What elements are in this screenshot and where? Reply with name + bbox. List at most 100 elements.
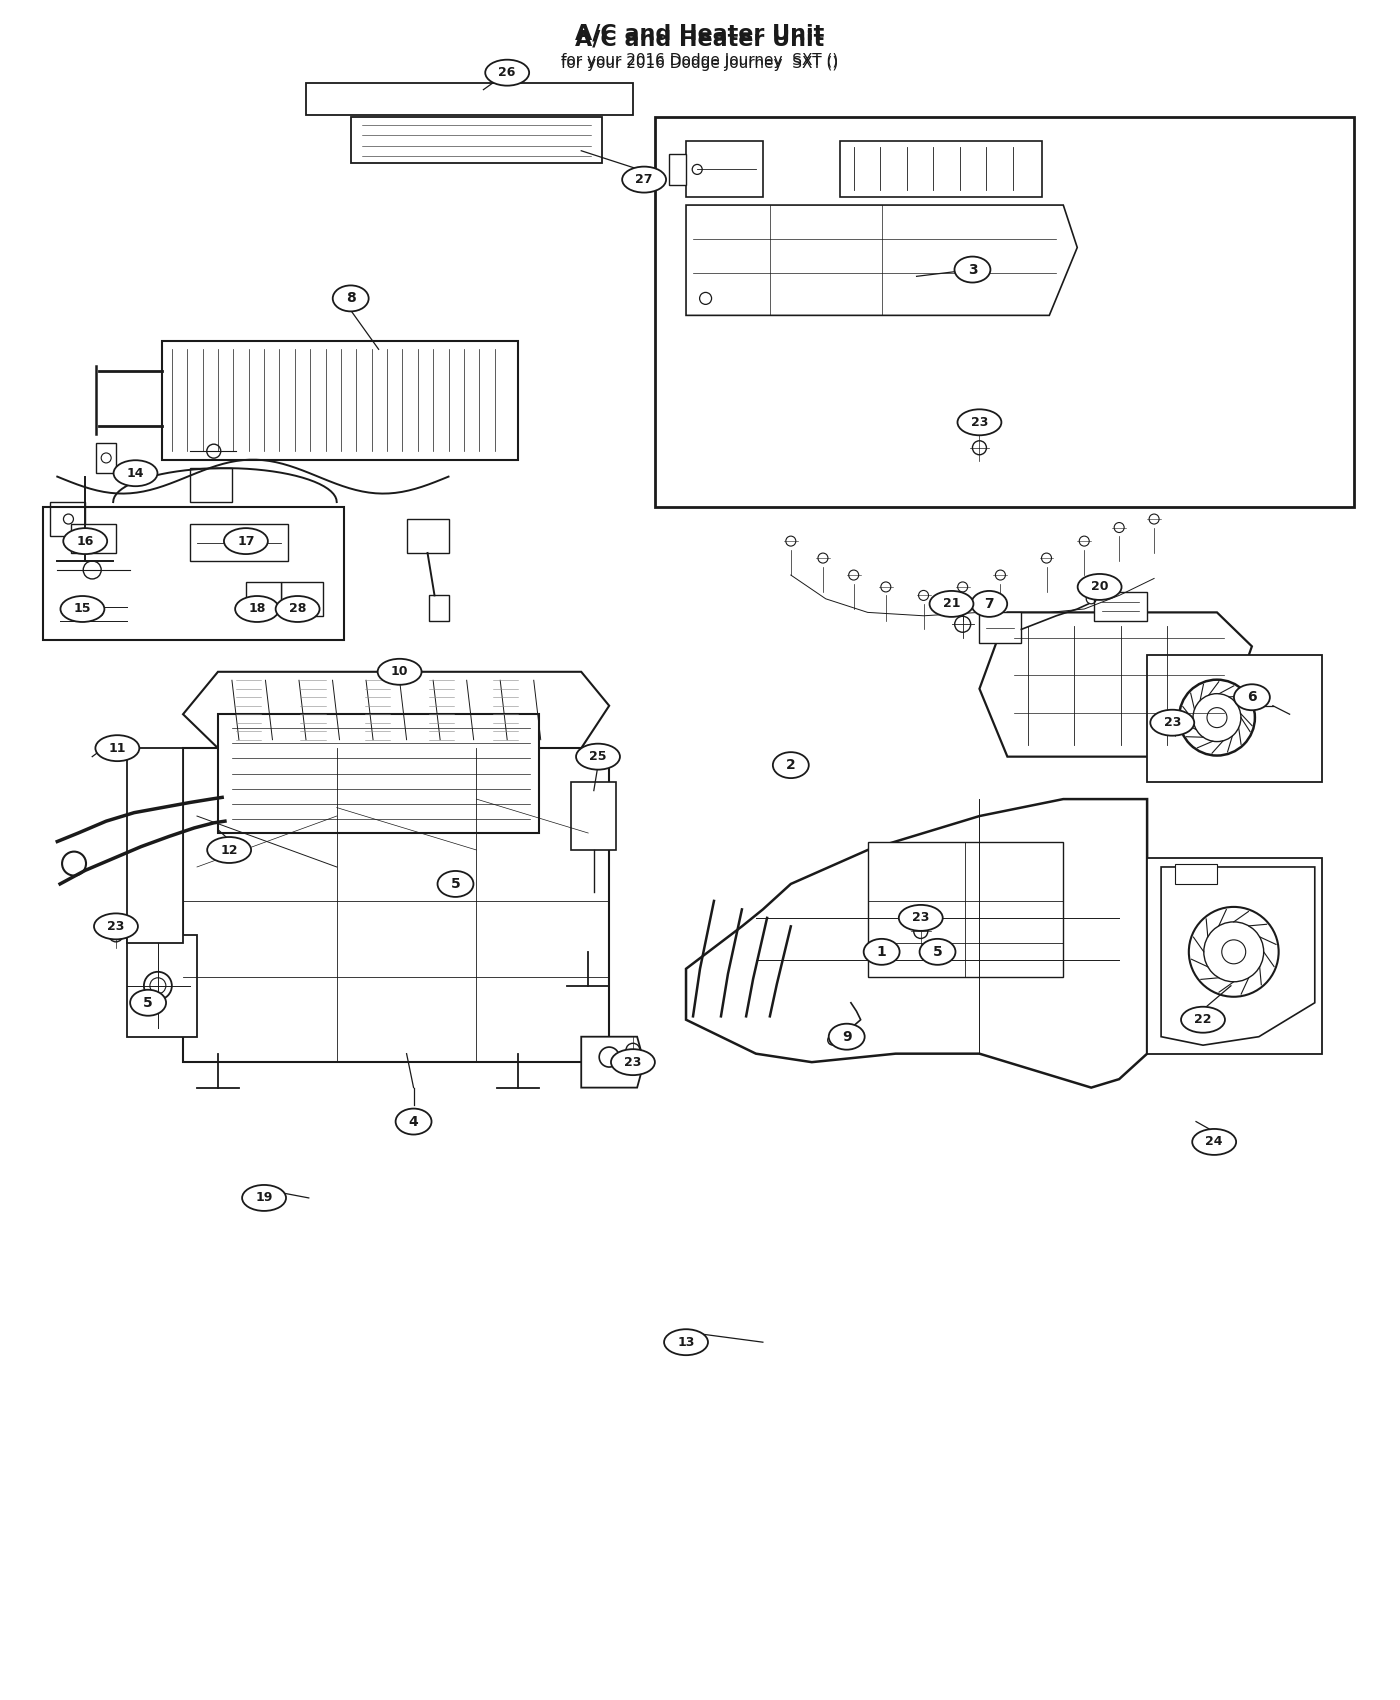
- Ellipse shape: [664, 1329, 708, 1355]
- Polygon shape: [350, 117, 602, 163]
- Polygon shape: [97, 442, 116, 473]
- Text: 23: 23: [970, 416, 988, 428]
- Text: 20: 20: [1091, 580, 1109, 593]
- Text: for your 2016 Dodge Journey  SXT (): for your 2016 Dodge Journey SXT (): [561, 53, 839, 68]
- Ellipse shape: [94, 913, 139, 940]
- Ellipse shape: [378, 660, 421, 685]
- Text: 14: 14: [127, 468, 144, 479]
- Polygon shape: [218, 714, 539, 833]
- Ellipse shape: [610, 1049, 655, 1074]
- Text: 11: 11: [109, 741, 126, 755]
- Text: 23: 23: [624, 1056, 641, 1069]
- Ellipse shape: [242, 1185, 286, 1210]
- Ellipse shape: [130, 989, 167, 1015]
- Text: 15: 15: [74, 602, 91, 615]
- Ellipse shape: [207, 836, 251, 864]
- Ellipse shape: [622, 167, 666, 192]
- Ellipse shape: [333, 286, 368, 311]
- Ellipse shape: [438, 870, 473, 898]
- Polygon shape: [190, 524, 288, 561]
- Text: 5: 5: [143, 996, 153, 1010]
- Polygon shape: [183, 748, 609, 1062]
- Text: A/C and Heater Unit: A/C and Heater Unit: [575, 29, 825, 49]
- Polygon shape: [127, 748, 183, 944]
- Ellipse shape: [113, 461, 157, 486]
- Polygon shape: [581, 1037, 644, 1088]
- Polygon shape: [980, 612, 1022, 643]
- Ellipse shape: [930, 592, 973, 617]
- Text: 10: 10: [391, 665, 409, 678]
- Polygon shape: [686, 141, 763, 197]
- Polygon shape: [686, 206, 1077, 316]
- Text: 4: 4: [409, 1115, 419, 1129]
- Polygon shape: [669, 155, 686, 185]
- Text: 24: 24: [1205, 1136, 1224, 1149]
- Ellipse shape: [955, 257, 990, 282]
- Ellipse shape: [864, 938, 900, 966]
- Ellipse shape: [1078, 575, 1121, 600]
- Text: 27: 27: [636, 173, 652, 185]
- Ellipse shape: [972, 592, 1007, 617]
- Text: A/C and Heater Unit: A/C and Heater Unit: [575, 24, 825, 44]
- Text: 16: 16: [77, 534, 94, 547]
- Polygon shape: [162, 340, 518, 459]
- Polygon shape: [1093, 592, 1147, 620]
- Text: 2: 2: [785, 758, 795, 772]
- Ellipse shape: [958, 410, 1001, 435]
- Text: 7: 7: [984, 597, 994, 610]
- Polygon shape: [71, 524, 116, 552]
- Polygon shape: [1161, 867, 1315, 1046]
- Ellipse shape: [829, 1023, 865, 1049]
- Ellipse shape: [95, 734, 140, 762]
- Ellipse shape: [920, 938, 955, 966]
- Text: 17: 17: [237, 534, 255, 547]
- Ellipse shape: [773, 751, 809, 779]
- Polygon shape: [127, 935, 197, 1037]
- Ellipse shape: [575, 743, 620, 770]
- Polygon shape: [840, 141, 1043, 197]
- Polygon shape: [980, 612, 1252, 756]
- Text: 21: 21: [942, 597, 960, 610]
- Ellipse shape: [486, 60, 529, 85]
- Ellipse shape: [396, 1108, 431, 1134]
- Text: 12: 12: [220, 843, 238, 857]
- Ellipse shape: [1193, 1129, 1236, 1154]
- Text: 5: 5: [932, 945, 942, 959]
- Polygon shape: [307, 83, 633, 116]
- Polygon shape: [183, 672, 609, 748]
- Polygon shape: [190, 468, 232, 502]
- Text: 6: 6: [1247, 690, 1257, 704]
- Polygon shape: [571, 782, 616, 850]
- Polygon shape: [1147, 654, 1322, 782]
- Text: 9: 9: [841, 1030, 851, 1044]
- Text: 28: 28: [288, 602, 307, 615]
- Polygon shape: [428, 595, 448, 620]
- Polygon shape: [686, 799, 1147, 1088]
- Ellipse shape: [235, 597, 279, 622]
- Bar: [43, 507, 344, 639]
- Polygon shape: [1147, 858, 1322, 1054]
- Text: 19: 19: [255, 1192, 273, 1204]
- Polygon shape: [246, 581, 281, 609]
- Ellipse shape: [60, 597, 105, 622]
- Text: 23: 23: [1163, 716, 1182, 729]
- Text: 5: 5: [451, 877, 461, 891]
- Text: 22: 22: [1194, 1013, 1212, 1027]
- Text: 23: 23: [911, 911, 930, 925]
- Text: 13: 13: [678, 1336, 694, 1348]
- Ellipse shape: [276, 597, 319, 622]
- Text: for your 2016 Dodge Journey  SXT (): for your 2016 Dodge Journey SXT (): [561, 56, 839, 71]
- Text: 1: 1: [876, 945, 886, 959]
- Polygon shape: [1175, 864, 1217, 884]
- Bar: [655, 117, 1354, 507]
- Ellipse shape: [1182, 1006, 1225, 1032]
- Text: 3: 3: [967, 262, 977, 277]
- Ellipse shape: [899, 904, 942, 932]
- Ellipse shape: [1233, 685, 1270, 711]
- Polygon shape: [50, 502, 85, 536]
- Text: 23: 23: [108, 920, 125, 933]
- Ellipse shape: [224, 529, 267, 554]
- Text: 8: 8: [346, 291, 356, 306]
- Polygon shape: [281, 581, 323, 615]
- Text: 18: 18: [248, 602, 266, 615]
